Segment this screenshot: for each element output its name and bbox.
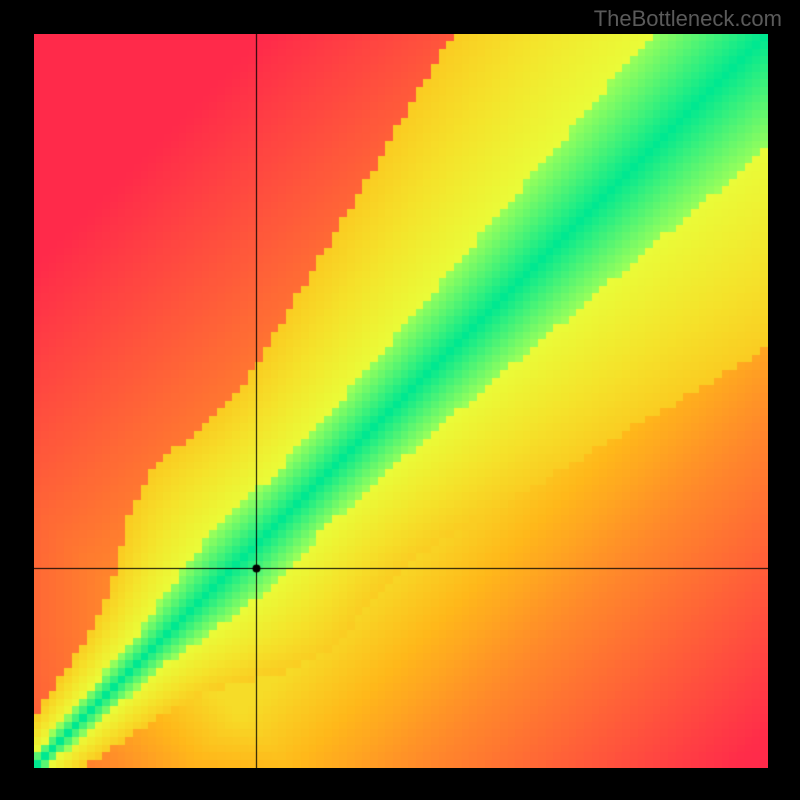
- chart-container: TheBottleneck.com: [0, 0, 800, 800]
- watermark-text: TheBottleneck.com: [594, 6, 782, 32]
- heatmap-canvas: [34, 34, 768, 768]
- heatmap-plot: [34, 34, 768, 768]
